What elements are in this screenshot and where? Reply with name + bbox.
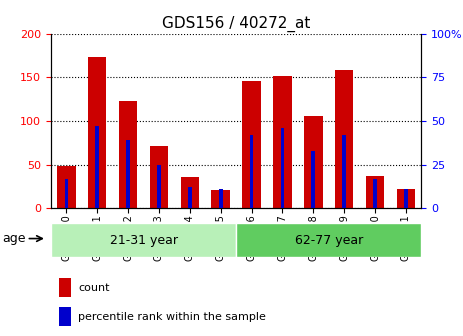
Bar — [219, 189, 223, 208]
Bar — [59, 307, 71, 326]
Bar — [212, 190, 230, 208]
Bar — [304, 116, 323, 208]
Bar — [181, 177, 199, 208]
Bar — [273, 76, 292, 208]
Bar — [250, 135, 253, 208]
Bar — [335, 70, 353, 208]
Bar — [126, 140, 130, 208]
Bar — [150, 146, 168, 208]
Bar — [366, 176, 384, 208]
Bar — [281, 128, 284, 208]
Text: count: count — [79, 283, 110, 293]
Bar — [95, 126, 99, 208]
Bar — [373, 179, 377, 208]
Bar — [119, 101, 138, 208]
Text: 62-77 year: 62-77 year — [294, 234, 363, 247]
Bar — [404, 189, 408, 208]
Bar — [397, 189, 415, 208]
Bar — [236, 223, 421, 257]
Title: GDS156 / 40272_at: GDS156 / 40272_at — [162, 16, 310, 32]
Bar — [57, 166, 75, 208]
Text: 21-31 year: 21-31 year — [110, 234, 177, 247]
Bar — [88, 57, 106, 208]
Bar — [64, 179, 68, 208]
Bar — [157, 165, 161, 208]
Bar — [51, 223, 236, 257]
Bar — [59, 278, 71, 297]
Bar — [342, 135, 346, 208]
Bar — [242, 81, 261, 208]
Text: percentile rank within the sample: percentile rank within the sample — [79, 311, 266, 322]
Text: age: age — [3, 232, 26, 245]
Bar — [188, 187, 192, 208]
Bar — [312, 151, 315, 208]
